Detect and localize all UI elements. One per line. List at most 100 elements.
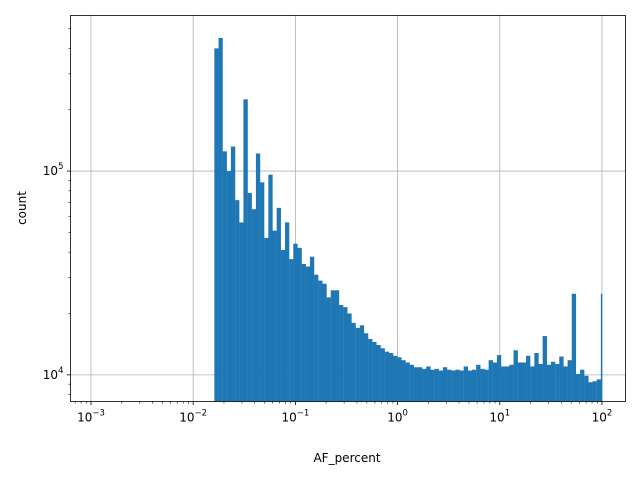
y-tick-label: 104 [43,366,64,382]
histogram-bar [276,207,281,402]
histogram-bar [368,338,373,402]
histogram-bar [463,366,468,402]
histogram-bar [351,322,356,402]
histogram-bar [230,146,236,402]
histogram-bar [575,373,581,402]
histogram-bar [384,351,390,402]
histogram-bar [467,370,473,402]
histogram-bar [280,249,286,402]
histogram-bar [513,350,518,402]
histogram-bar [376,345,381,402]
histogram-bar [480,368,485,402]
histogram-bar [538,364,543,402]
histogram-bar [571,293,577,402]
histogram-bar [339,305,344,402]
histogram-bar [567,360,572,402]
histogram-bar [447,369,452,402]
histogram-bar [318,280,323,402]
histogram-bar [218,37,223,402]
histogram-bar [363,333,369,402]
histogram-bar [388,353,394,402]
histogram-bar [534,353,539,402]
histogram-bar [526,355,531,402]
histogram-bar [550,361,556,402]
histogram-bar [251,209,257,402]
y-axis-label: count [15,191,29,225]
histogram-bar [214,48,219,402]
histogram-bar [580,369,585,402]
histogram-bar [413,367,419,402]
x-axis-label: AF_percent [313,451,380,465]
histogram-bar [284,222,290,402]
histogram-bar [521,362,527,402]
y-tick-label: 105 [43,162,64,178]
histogram-bar [409,364,414,402]
x-tick-label: 102 [592,409,613,425]
histogram-bar [272,230,277,402]
histogram-bar [260,182,265,402]
histogram-bar [235,200,240,402]
histogram-bar [255,153,261,402]
x-tick-label: 10−3 [77,409,105,425]
histogram-bar [438,370,444,402]
histogram-bar [455,369,460,402]
histogram-bar [264,237,269,402]
histogram-bar [459,370,464,402]
histogram-bar [222,151,227,402]
plot-frame [70,15,626,402]
histogram-bar [401,360,406,402]
histogram-bar [305,266,311,402]
histogram-bar [517,362,523,402]
histogram-bar [592,381,597,402]
histogram-bar [343,307,348,402]
histogram-bar [297,247,302,402]
histogram-bar [247,193,252,402]
histogram-bar [542,336,547,402]
bars-layer [214,37,603,402]
histogram-bar [596,379,601,402]
histogram-bar [334,290,340,402]
x-tick-label: 10−1 [281,409,309,425]
histogram-bar [600,293,603,402]
histogram-bar [471,369,477,402]
histogram-bar [393,355,398,402]
histogram-bar [484,369,489,402]
x-tick-label: 101 [489,409,510,425]
histogram-bar [422,368,427,402]
histogram-bar [268,174,273,402]
histogram-bar [380,348,385,402]
histogram-bar [434,368,439,402]
histogram-bar [314,274,319,402]
histogram-bar [509,364,514,402]
histogram-bar [442,367,448,402]
histogram-bar [239,222,244,402]
histogram-bar [359,325,365,402]
histogram-bar [397,357,402,402]
histogram-bar [588,382,593,402]
histogram-bar [326,297,331,402]
histogram-bar [309,256,315,402]
histogram-bar [496,355,502,402]
histogram-bar [505,366,510,402]
histogram-bar [555,364,560,402]
histogram-bar [330,290,336,402]
histogram-bar [451,370,456,402]
histogram-bar [347,313,352,402]
histogram-bar [322,283,327,402]
histogram-bar [488,360,493,402]
histogram-bar [563,366,568,402]
ticks-layer: 10−3 10−2 10−1 100 101 102 104 105 [43,28,613,425]
histogram-bar [301,263,306,402]
histogram-bar [405,362,410,402]
histogram-bar [289,259,294,402]
histogram-bar [584,375,589,402]
histogram-bar [417,367,423,402]
histogram-bar [476,364,481,402]
histogram-bar [226,171,232,402]
histogram-bar [492,362,498,402]
histogram-bar [501,366,506,402]
histogram-bar [243,99,248,402]
histogram-bar [430,369,435,402]
histogram-bar [355,327,360,402]
